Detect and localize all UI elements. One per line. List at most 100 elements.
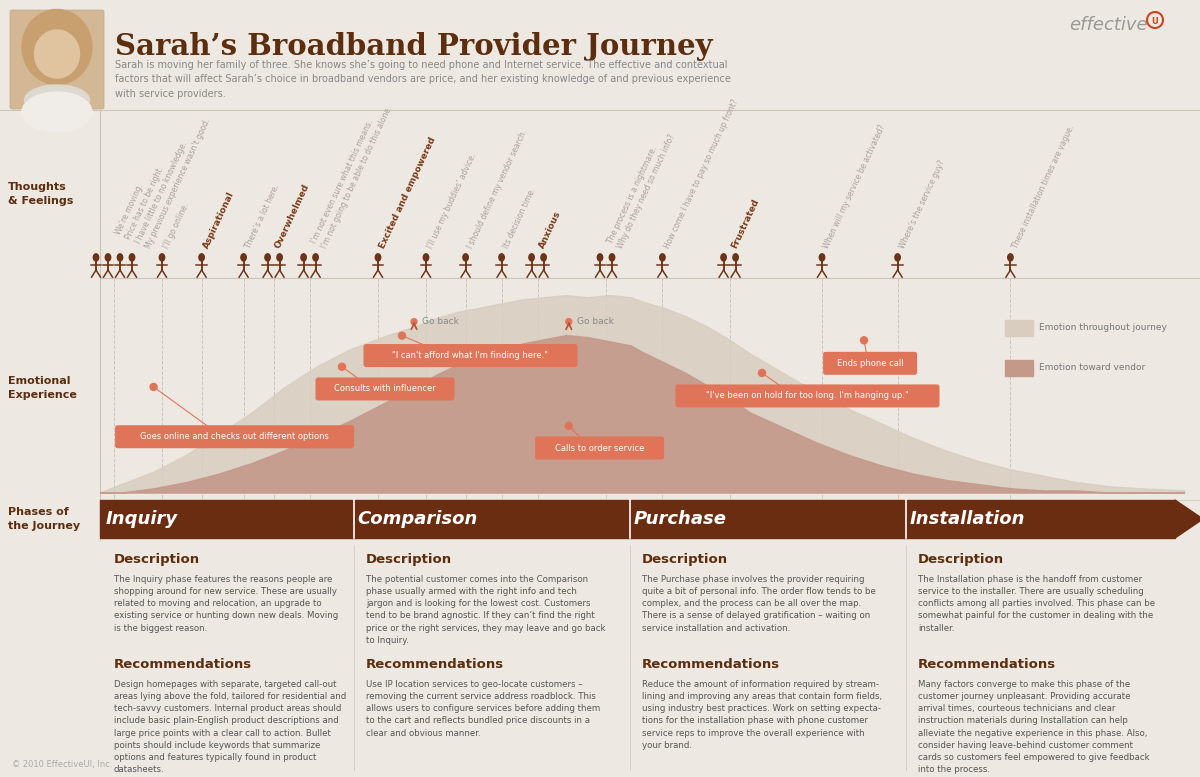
Text: The Purchase phase involves the provider requiring
quite a bit of personal info.: The Purchase phase involves the provider… — [642, 575, 876, 632]
Text: Thoughts
& Feelings: Thoughts & Feelings — [8, 183, 73, 206]
Ellipse shape — [22, 92, 92, 132]
Text: Emotional
Experience: Emotional Experience — [8, 376, 77, 399]
Text: Sarah is moving her family of three. She knows she’s going to need phone and Int: Sarah is moving her family of three. She… — [115, 60, 731, 99]
Text: U: U — [1152, 16, 1158, 26]
Text: When will my service be activated?: When will my service be activated? — [822, 124, 888, 250]
Text: Recommendations: Recommendations — [114, 658, 252, 671]
FancyBboxPatch shape — [364, 344, 577, 367]
Ellipse shape — [22, 9, 92, 85]
Ellipse shape — [610, 254, 614, 261]
Text: Description: Description — [918, 553, 1004, 566]
Ellipse shape — [118, 254, 122, 261]
Ellipse shape — [463, 254, 468, 261]
Ellipse shape — [301, 254, 306, 261]
Text: We’re moving.
Price has to be right.
I have little to no knowledge.
My previous : We’re moving. Price has to be right. I h… — [114, 103, 212, 250]
Circle shape — [150, 383, 157, 391]
Text: "I've been on hold for too long. I'm hanging up.": "I've been on hold for too long. I'm han… — [706, 392, 908, 400]
Text: Use IP location services to geo-locate customers –
removing the current service : Use IP location services to geo-locate c… — [366, 680, 600, 737]
Text: The process is a nightmare.
Why do they need so much info?: The process is a nightmare. Why do they … — [606, 128, 677, 250]
Ellipse shape — [94, 254, 98, 261]
Ellipse shape — [199, 254, 204, 261]
Ellipse shape — [820, 254, 824, 261]
Text: Where’s the service guy?: Where’s the service guy? — [898, 159, 947, 250]
Text: Description: Description — [114, 553, 200, 566]
Text: Recommendations: Recommendations — [642, 658, 780, 671]
Ellipse shape — [895, 254, 900, 261]
Text: There’s a lot here.: There’s a lot here. — [244, 183, 281, 250]
Text: effective: effective — [1069, 16, 1148, 34]
Ellipse shape — [35, 30, 79, 78]
FancyBboxPatch shape — [676, 385, 940, 407]
Ellipse shape — [721, 254, 726, 261]
Text: Goes online and checks out different options: Goes online and checks out different opt… — [140, 432, 329, 441]
Text: Anxious: Anxious — [538, 210, 563, 250]
Text: Its decision time.: Its decision time. — [502, 186, 538, 250]
Text: Recommendations: Recommendations — [366, 658, 504, 671]
Text: How come I have to pay so much up front?: How come I have to pay so much up front? — [662, 98, 739, 250]
Polygon shape — [100, 295, 1186, 493]
Text: "I can't afford what I'm finding here.": "I can't afford what I'm finding here." — [392, 351, 548, 360]
Ellipse shape — [313, 254, 318, 261]
Ellipse shape — [130, 254, 134, 261]
FancyBboxPatch shape — [10, 10, 104, 109]
Ellipse shape — [241, 254, 246, 261]
Text: I’ll use my buddies’ advice.: I’ll use my buddies’ advice. — [426, 152, 479, 250]
Text: Emotion toward vendor: Emotion toward vendor — [1039, 364, 1145, 372]
Ellipse shape — [733, 254, 738, 261]
Text: Calls to order service: Calls to order service — [554, 444, 644, 452]
Ellipse shape — [265, 254, 270, 261]
Circle shape — [566, 319, 571, 325]
FancyBboxPatch shape — [823, 352, 917, 375]
Ellipse shape — [598, 254, 602, 261]
Circle shape — [860, 336, 868, 344]
Circle shape — [338, 363, 346, 371]
Ellipse shape — [529, 254, 534, 261]
Text: Overwhelmed: Overwhelmed — [274, 183, 312, 250]
Text: Emotion throughout journey: Emotion throughout journey — [1039, 323, 1166, 333]
Text: I’ll go online.: I’ll go online. — [162, 201, 191, 250]
Text: These installation times are vague.: These installation times are vague. — [1010, 124, 1075, 250]
Circle shape — [410, 319, 418, 325]
Text: Excited and empowered: Excited and empowered — [378, 136, 438, 250]
Ellipse shape — [160, 254, 164, 261]
Ellipse shape — [541, 254, 546, 261]
Ellipse shape — [660, 254, 665, 261]
Text: © 2010 EffectiveUI, Inc.: © 2010 EffectiveUI, Inc. — [12, 760, 113, 769]
Text: Consults with influencer: Consults with influencer — [334, 385, 436, 393]
Ellipse shape — [424, 254, 428, 261]
Ellipse shape — [24, 85, 90, 115]
Text: Frustrated: Frustrated — [730, 197, 761, 250]
Text: Go back: Go back — [577, 317, 613, 326]
Text: Many factors converge to make this phase of the
customer journey unpleasant. Pro: Many factors converge to make this phase… — [918, 680, 1150, 774]
Text: I should define my vendor search.: I should define my vendor search. — [466, 128, 529, 250]
FancyBboxPatch shape — [115, 425, 354, 448]
Text: Inquiry: Inquiry — [106, 510, 178, 528]
Circle shape — [758, 369, 766, 377]
Text: Installation: Installation — [910, 510, 1025, 528]
Text: Ends phone call: Ends phone call — [836, 359, 904, 368]
Bar — [1006, 320, 1033, 336]
Text: Recommendations: Recommendations — [918, 658, 1056, 671]
Text: Design homepages with separate, targeted call-out
areas lying above the fold, ta: Design homepages with separate, targeted… — [114, 680, 347, 774]
Text: Reduce the amount of information required by stream-
lining and improving any ar: Reduce the amount of information require… — [642, 680, 882, 750]
Text: Aspirational: Aspirational — [202, 190, 236, 250]
Circle shape — [565, 422, 572, 430]
Ellipse shape — [106, 254, 110, 261]
Text: Go back: Go back — [422, 317, 458, 326]
Ellipse shape — [277, 254, 282, 261]
FancyBboxPatch shape — [535, 437, 664, 459]
Ellipse shape — [499, 254, 504, 261]
Text: The potential customer comes into the Comparison
phase usually armed with the ri: The potential customer comes into the Co… — [366, 575, 606, 645]
Text: The Inquiry phase features the reasons people are
shopping around for new servic: The Inquiry phase features the reasons p… — [114, 575, 338, 632]
Text: Purchase: Purchase — [634, 510, 727, 528]
Text: I’m not even sure what this means.
I’m not going to be able to do this alone.: I’m not even sure what this means. I’m n… — [310, 100, 394, 250]
Text: Sarah’s Broadband Provider Journey: Sarah’s Broadband Provider Journey — [115, 32, 713, 61]
Polygon shape — [100, 336, 1186, 493]
Bar — [1006, 360, 1033, 376]
Polygon shape — [1175, 500, 1200, 538]
Ellipse shape — [1008, 254, 1013, 261]
Ellipse shape — [376, 254, 380, 261]
Circle shape — [398, 332, 406, 340]
Text: Description: Description — [642, 553, 728, 566]
Text: Description: Description — [366, 553, 452, 566]
